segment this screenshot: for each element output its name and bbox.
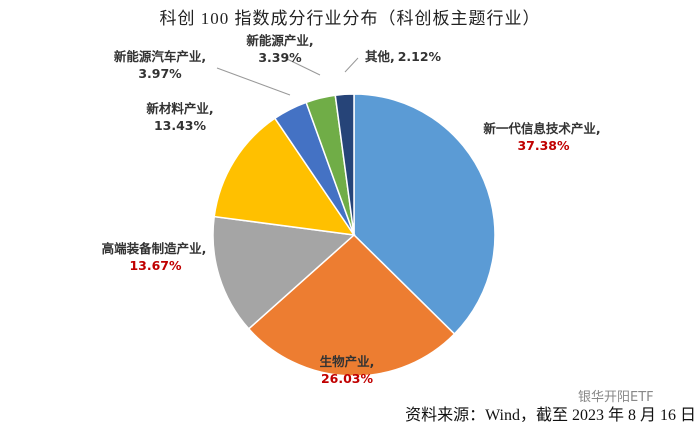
pie-slice [334, 93, 355, 236]
pie-slice [247, 233, 456, 377]
category-label: 其他, [364, 49, 395, 64]
slice-label: 生物产业, 26.03% [292, 353, 402, 387]
value-label: 26.03% [320, 371, 374, 386]
category-label: 新能源产业, [246, 33, 314, 48]
category-label: 新一代信息技术产业, [483, 121, 601, 136]
source-note: 资料来源：Wind，截至 2023 年 8 月 16 日 [405, 407, 696, 424]
slice-label: 新一代信息技术产业, 37.38% [478, 120, 606, 154]
value-label: 13.43% [153, 118, 207, 133]
value-label: 3.39% [258, 50, 302, 65]
value-label: 2.12% [397, 49, 442, 64]
value-label: 37.38% [517, 138, 570, 153]
chart-title: 科创 100 指数成分行业分布（科创板主题行业） [159, 9, 541, 28]
leader-line [344, 57, 359, 73]
leader-line [216, 67, 291, 96]
category-label: 生物产业, [319, 354, 375, 369]
category-label: 高端装备制造产业, [101, 241, 207, 256]
pie-slice [213, 117, 356, 236]
slice-label: 高端装备制造产业, 13.67% [96, 240, 212, 274]
category-label: 新能源汽车产业, [113, 49, 207, 64]
slice-label: 新能源汽车产业, 3.97% [95, 48, 225, 82]
value-label: 3.97% [138, 66, 182, 81]
slice-label: 新能源产业, 3.39% [225, 32, 335, 66]
slice-label: 新材料产业, 13.43% [130, 100, 230, 134]
slice-label: 其他, 2.12% [358, 48, 448, 65]
watermark: 银华开阳ETF [578, 390, 654, 405]
category-label: 新材料产业, [146, 101, 214, 116]
pie-slice [353, 93, 496, 336]
leader-line [284, 57, 321, 76]
value-label: 13.67% [129, 258, 182, 273]
pie-slice [212, 215, 356, 330]
